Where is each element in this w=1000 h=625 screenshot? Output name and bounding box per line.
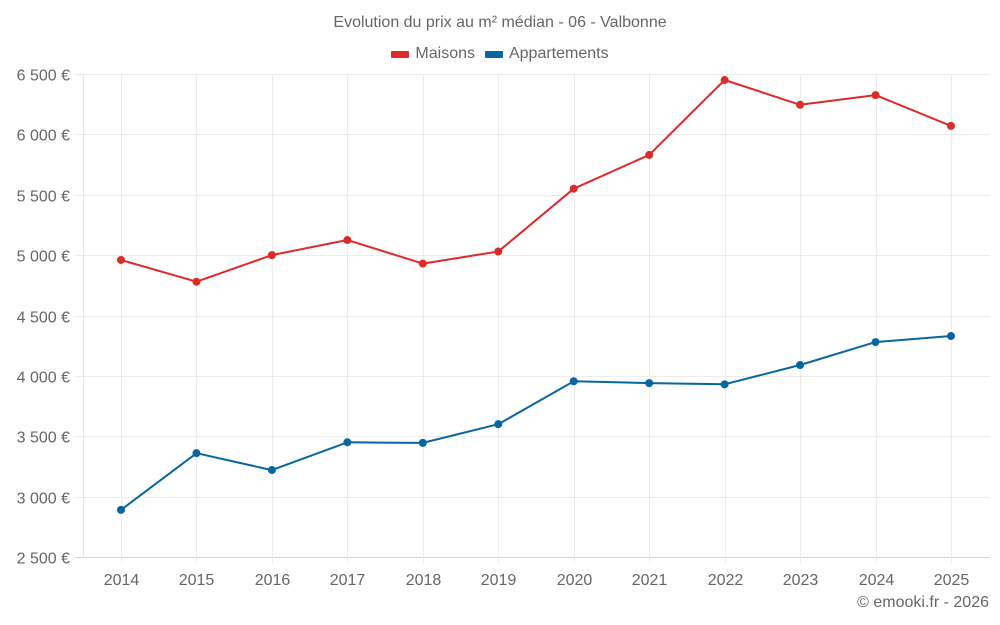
y-tick-label: 4 000 € [17,370,70,387]
x-tick-label: 2023 [783,572,819,589]
x-tick-label: 2014 [104,572,140,589]
data-point-maisons[interactable] [720,76,729,85]
data-point-appartements[interactable] [494,420,503,429]
y-tick-label: 2 500 € [17,551,70,568]
y-tick-label: 6 000 € [17,128,70,145]
data-point-appartements[interactable] [645,379,654,388]
data-point-maisons[interactable] [267,251,276,260]
y-tick-label: 6 500 € [17,68,70,85]
y-tick-label: 3 500 € [17,430,70,447]
y-tick-label: 3 000 € [17,491,70,508]
data-point-appartements[interactable] [418,438,427,447]
data-point-maisons[interactable] [871,91,880,100]
chart-title: Evolution du prix au m² médian - 06 - Va… [333,14,667,31]
data-point-appartements[interactable] [267,466,276,475]
y-tick-label: 5 500 € [17,189,70,206]
data-point-appartements[interactable] [947,332,955,341]
x-tick-label: 2024 [859,572,895,589]
data-point-appartements[interactable] [569,377,578,386]
x-tick-label: 2025 [934,572,970,589]
x-tick-label: 2019 [481,572,517,589]
x-tick-label: 2018 [406,572,442,589]
data-point-maisons[interactable] [494,247,503,256]
x-tick-label: 2022 [708,572,744,589]
credit-text: © emooki.fr - 2026 [857,594,989,611]
x-tick-label: 2015 [179,572,215,589]
x-tick-label: 2020 [557,572,593,589]
series-group [117,76,955,514]
y-tick-label: 5 000 € [17,249,70,266]
data-point-maisons[interactable] [117,255,125,264]
legend-swatch-appartements [484,50,503,58]
data-point-appartements[interactable] [796,361,805,370]
data-point-appartements[interactable] [343,438,352,447]
data-point-maisons[interactable] [947,121,955,130]
data-point-maisons[interactable] [796,100,805,109]
x-tick-label: 2021 [632,572,668,589]
legend-item-appartements[interactable]: Appartements [484,45,609,63]
data-point-maisons[interactable] [192,277,201,286]
data-point-appartements[interactable] [117,505,125,514]
x-axis: 2014 2015 2016 2017 2018 2019 2020 2021 2022 2023… [104,572,970,589]
data-point-maisons[interactable] [569,184,578,193]
grid [75,74,990,563]
y-axis: 2 500 € 3 000 € 3 500 € 4 000 € 4 500 € 5 000… [17,68,70,568]
chart-legend: Maisons Appartements [0,45,1000,63]
data-point-maisons[interactable] [645,150,654,159]
data-point-appartements[interactable] [871,338,880,347]
series-line-maisons [120,79,952,283]
data-point-appartements[interactable] [720,380,729,389]
data-point-maisons[interactable] [418,259,427,268]
legend-item-maisons[interactable]: Maisons [391,45,475,63]
x-tick-label: 2016 [255,572,291,589]
legend-label-appartements: Appartements [508,45,609,62]
series-line-appartements [120,335,952,511]
legend-swatch-maisons [391,50,410,58]
legend-label-maisons: Maisons [415,45,475,62]
y-tick-label: 4 500 € [17,310,70,327]
x-tick-label: 2017 [330,572,366,589]
data-point-maisons[interactable] [343,236,352,245]
data-point-appartements[interactable] [192,449,201,458]
